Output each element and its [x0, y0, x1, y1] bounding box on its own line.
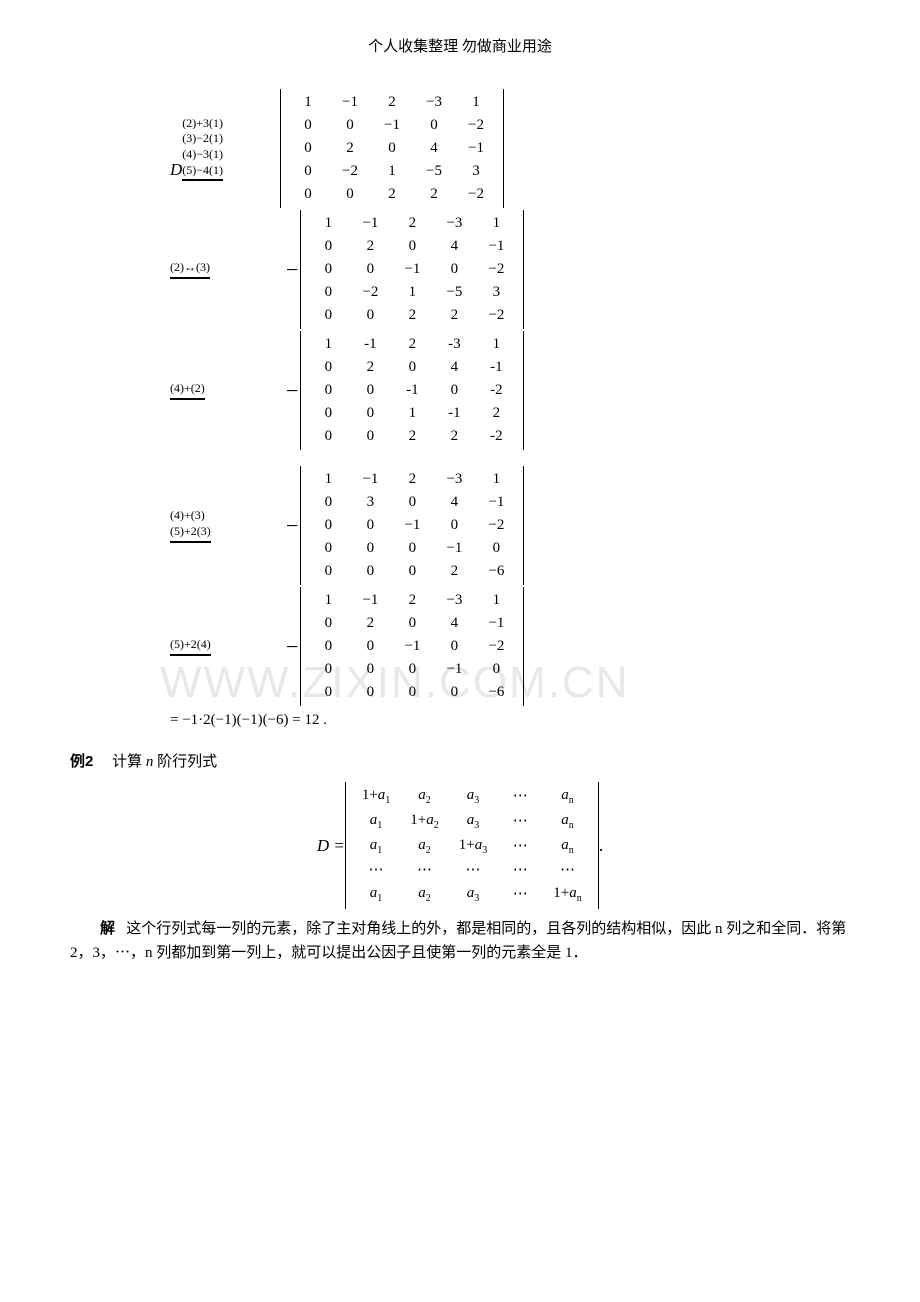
determinant-matrix: 1-12-310204-100-10-2001-120022-2 — [300, 331, 524, 450]
page-root: 个人收集整理 勿做商业用途 WWW.ZIXIN.COM.CN D (2)+3(1… — [0, 0, 920, 1015]
negative-sign: − — [286, 629, 298, 664]
example2-label: 例2 — [70, 753, 93, 770]
example2-block: 例2 计算 n 阶行列式 D = 1+a1a2a3⋯ana11+a2a3⋯ana… — [70, 750, 850, 965]
determinant-matrix: 1−12−310204−100−10−2000−100000−6 — [300, 587, 524, 706]
derivation-step: D (2)+3(1)(3)−2(1)(4)−3(1)(5)−4(1)1−12−3… — [170, 89, 850, 208]
row-operations-label: (4)+(2) — [170, 381, 280, 400]
page-header: 个人收集整理 勿做商业用途 — [70, 35, 850, 59]
row-operations-label: (2)↔(3) — [170, 260, 280, 279]
derivation-step: (4)+(3)(5)+2(3)−1−12−310304−100−10−2000−… — [170, 466, 850, 585]
negative-sign: − — [286, 508, 298, 543]
solution-paragraph: 解 这个行列式每一列的元素，除了主对角线上的外，都是相同的，且各列的结构相似，因… — [70, 917, 850, 965]
D-equals: D = — [317, 832, 345, 859]
negative-sign: − — [286, 373, 298, 408]
solution-text: 这个行列式每一列的元素，除了主对角线上的外，都是相同的，且各列的结构相似，因此 … — [70, 921, 846, 961]
example2-title: 计算 n 阶行列式 — [112, 754, 217, 770]
derivation-block: D (2)+3(1)(3)−2(1)(4)−3(1)(5)−4(1)1−12−3… — [170, 89, 850, 706]
determinant-matrix: 1−12−3100−10−20204−10−21−530022−2 — [280, 89, 504, 208]
determinant-matrix: 1−12−310304−100−10−2000−100002−6 — [300, 466, 524, 585]
example2-matrix: 1+a1a2a3⋯ana11+a2a3⋯ana1a21+a3⋯an⋯⋯⋯⋯⋯a1… — [345, 782, 599, 909]
determinant-matrix: 1−12−310204−100−10−20−21−530022−2 — [300, 210, 524, 329]
example2-trail: . — [599, 831, 604, 860]
D-symbol: D — [170, 159, 182, 181]
derivation-step: (4)+(2)−1-12-310204-100-10-2001-120022-2 — [170, 331, 850, 450]
result-line: = −1·2(−1)(−1)(−6) = 12 . — [170, 708, 850, 732]
row-operations-label: (5)+2(4) — [170, 637, 280, 656]
derivation-step: (5)+2(4)−1−12−310204−100−10−2000−100000−… — [170, 587, 850, 706]
negative-sign: − — [286, 252, 298, 287]
row-operations-label: (4)+(3)(5)+2(3) — [170, 508, 280, 542]
derivation-step: (2)↔(3)−1−12−310204−100−10−20−21−530022−… — [170, 210, 850, 329]
example2-determinant: D = 1+a1a2a3⋯ana11+a2a3⋯ana1a21+a3⋯an⋯⋯⋯… — [70, 782, 850, 909]
row-operations-label: D (2)+3(1)(3)−2(1)(4)−3(1)(5)−4(1) — [170, 116, 280, 181]
solution-label: 解 — [100, 920, 115, 937]
